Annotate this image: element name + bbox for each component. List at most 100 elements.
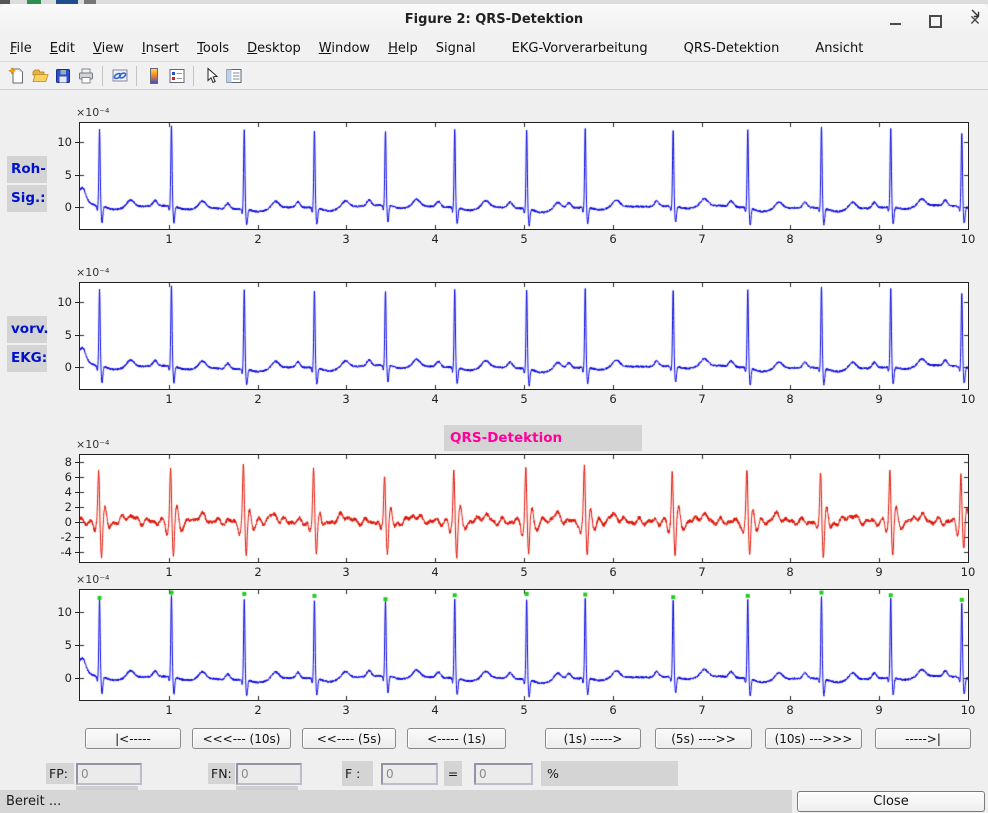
y-tick-label: 5 bbox=[64, 168, 72, 182]
nav-button-2[interactable]: <<---- (5s) bbox=[302, 728, 396, 749]
menu-tools[interactable]: Tools bbox=[197, 41, 230, 56]
nav-button-5[interactable]: (5s) ---->> bbox=[655, 728, 752, 749]
x-tick-label: 3 bbox=[342, 392, 350, 406]
equals-label: = bbox=[444, 761, 462, 786]
nav-button-7[interactable]: ----->| bbox=[875, 728, 971, 749]
x-tick-label: 5 bbox=[520, 232, 528, 246]
maximize-button[interactable] bbox=[922, 10, 948, 32]
y-tick-label: 5 bbox=[64, 638, 72, 652]
x-tick-label: 5 bbox=[520, 565, 528, 579]
y-axis-exponent: ×10⁻⁴ bbox=[76, 266, 110, 279]
x-tick-label: 1 bbox=[165, 703, 173, 717]
colorbar-icon[interactable] bbox=[142, 64, 165, 87]
f-input[interactable] bbox=[381, 763, 438, 785]
x-tick-label: 7 bbox=[698, 703, 706, 717]
y-tick-label: 5 bbox=[64, 328, 72, 342]
menu-overflow-icon[interactable] bbox=[970, 8, 981, 19]
x-tick-label: 1 bbox=[165, 565, 173, 579]
close-window-button[interactable]: ✕ bbox=[969, 13, 981, 29]
titlebar: Figure 2: QRS-Detektion ✕ bbox=[0, 4, 988, 37]
minimize-button[interactable] bbox=[882, 10, 908, 32]
save-figure-icon[interactable] bbox=[51, 64, 74, 87]
background-window-edge bbox=[0, 0, 988, 4]
menu-ansicht[interactable]: Ansicht bbox=[815, 41, 864, 56]
maximize-icon bbox=[928, 14, 942, 28]
edit-plot-arrow-icon[interactable] bbox=[199, 64, 222, 87]
signal-canvas-vorverarbeitetes-ekg bbox=[80, 283, 968, 389]
menu-edit[interactable]: Edit bbox=[49, 41, 75, 56]
print-icon[interactable] bbox=[74, 64, 97, 87]
x-tick-label: 3 bbox=[342, 565, 350, 579]
menubar: File Edit View Insert Tools Desktop Window Help… bbox=[0, 36, 988, 62]
percent-label: % bbox=[541, 761, 678, 786]
y-tick-label: 2 bbox=[64, 500, 72, 514]
minimize-icon bbox=[889, 23, 901, 25]
nav-button-0[interactable]: |<----- bbox=[85, 728, 181, 749]
y-tick-label: 10 bbox=[57, 295, 72, 309]
menu-signal[interactable]: Signal bbox=[435, 41, 476, 56]
property-inspector-icon[interactable] bbox=[222, 64, 245, 87]
nav-button-4[interactable]: (1s) -----> bbox=[545, 728, 641, 749]
label-ekg: EKG: bbox=[7, 345, 47, 372]
qrs-detektion-title: QRS-Detektion bbox=[444, 425, 642, 451]
x-tick-label: 4 bbox=[431, 392, 439, 406]
y-tick-mark bbox=[75, 537, 79, 538]
x-tick-label: 2 bbox=[254, 565, 262, 579]
menu-ekg-vorverarbeitung[interactable]: EKG-Vorverarbeitung bbox=[511, 41, 648, 56]
menu-desktop[interactable]: Desktop bbox=[247, 41, 301, 56]
nav-button-1[interactable]: <<<--- (10s) bbox=[192, 728, 291, 749]
y-tick-mark bbox=[75, 612, 79, 613]
y-tick-label: 6 bbox=[64, 470, 72, 484]
y-tick-label: 4 bbox=[64, 485, 72, 499]
link-plot-icon[interactable] bbox=[108, 64, 131, 87]
nav-button-3[interactable]: <----- (1s) bbox=[407, 728, 506, 749]
menu-file[interactable]: File bbox=[10, 41, 32, 56]
x-tick-label: 10 bbox=[960, 392, 976, 406]
legend-icon[interactable] bbox=[165, 64, 188, 87]
x-tick-label: 9 bbox=[875, 565, 883, 579]
signal-canvas-detektion bbox=[80, 590, 968, 700]
close-button[interactable]: Close bbox=[797, 791, 985, 812]
toolbar-separator bbox=[136, 65, 137, 86]
y-tick-label: 8 bbox=[64, 455, 72, 469]
x-tick-label: 10 bbox=[960, 565, 976, 579]
nav-button-6[interactable]: (10s) --->>> bbox=[765, 728, 862, 749]
y-axis-exponent: ×10⁻⁴ bbox=[76, 573, 110, 586]
x-tick-label: 8 bbox=[786, 232, 794, 246]
new-document-icon[interactable] bbox=[5, 64, 28, 87]
y-tick-mark bbox=[75, 507, 79, 508]
y-tick-mark bbox=[75, 552, 79, 553]
fp-input[interactable] bbox=[76, 763, 142, 785]
x-tick-label: 6 bbox=[609, 703, 617, 717]
x-tick-label: 8 bbox=[786, 392, 794, 406]
y-tick-mark bbox=[75, 522, 79, 523]
plot-roh-signal bbox=[79, 122, 969, 230]
x-tick-label: 2 bbox=[254, 703, 262, 717]
open-folder-icon[interactable] bbox=[28, 64, 51, 87]
f-label: F : bbox=[342, 761, 373, 786]
x-tick-label: 8 bbox=[786, 703, 794, 717]
y-axis-exponent: ×10⁻⁴ bbox=[76, 438, 110, 451]
window-title: Figure 2: QRS-Detektion bbox=[404, 12, 584, 27]
x-tick-label: 1 bbox=[165, 232, 173, 246]
toolbar-separator bbox=[193, 65, 194, 86]
x-tick-label: 9 bbox=[875, 232, 883, 246]
x-tick-label: 7 bbox=[698, 392, 706, 406]
x-tick-label: 4 bbox=[431, 565, 439, 579]
y-tick-mark bbox=[75, 335, 79, 336]
menu-window[interactable]: Window bbox=[318, 41, 371, 56]
signal-canvas-roh-signal bbox=[80, 123, 968, 229]
x-tick-label: 6 bbox=[609, 392, 617, 406]
y-tick-label: 10 bbox=[57, 605, 72, 619]
fn-label: FN: bbox=[208, 763, 235, 784]
y-tick-mark bbox=[75, 302, 79, 303]
percent-input[interactable] bbox=[474, 763, 533, 785]
menu-qrs-detektion[interactable]: QRS-Detektion bbox=[683, 41, 780, 56]
y-tick-mark bbox=[75, 367, 79, 368]
y-tick-mark bbox=[75, 492, 79, 493]
fn-input[interactable] bbox=[236, 763, 302, 785]
menu-help[interactable]: Help bbox=[388, 41, 418, 56]
menu-insert[interactable]: Insert bbox=[141, 41, 180, 56]
menu-view[interactable]: View bbox=[92, 41, 124, 56]
